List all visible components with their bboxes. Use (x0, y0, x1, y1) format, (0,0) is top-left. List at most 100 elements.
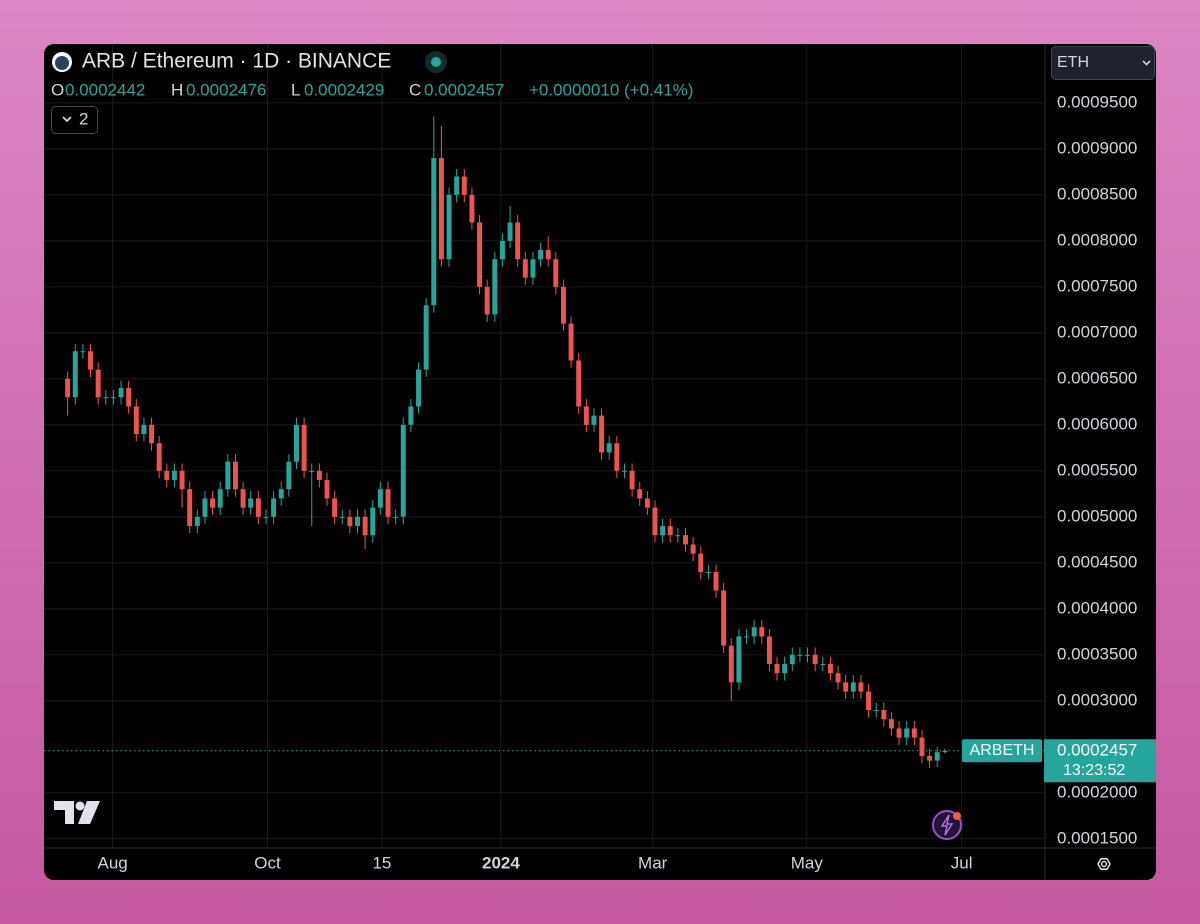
candle-body (805, 654, 811, 656)
candle-body (408, 406, 414, 425)
candle-body (934, 752, 940, 761)
symbol-tag-label: ARBETH (970, 742, 1035, 759)
candle-body (797, 654, 803, 656)
candle-body (232, 461, 238, 490)
candle-body (904, 728, 910, 738)
candle-body (255, 498, 261, 517)
candle-body (469, 194, 475, 223)
candle-body (164, 470, 170, 481)
y-tick-label: 0.0007500 (1057, 276, 1137, 295)
candle-body (637, 489, 643, 499)
ohlc-letter: L (291, 80, 300, 99)
select-frame[interactable] (1051, 46, 1155, 80)
y-tick-label: 0.0008500 (1057, 184, 1137, 203)
candle-body (187, 489, 193, 527)
candle-body (698, 553, 704, 573)
x-tick-label: 2024 (482, 853, 520, 872)
candle-body (141, 424, 147, 435)
candle-body (355, 516, 360, 527)
candle-body (667, 526, 673, 536)
candle-body (660, 526, 666, 536)
y-tick-label: 0.0005000 (1057, 506, 1137, 525)
logo-part (75, 801, 85, 811)
currency-select[interactable]: ETH (1051, 46, 1155, 80)
y-tick-label: 0.0004500 (1057, 552, 1137, 571)
last-price: ARBETH 0.0002457 13:23:52 (44, 739, 1156, 783)
candle-body (248, 498, 254, 508)
candle-body (65, 378, 71, 398)
candle-body (705, 572, 711, 574)
chevron-icon (62, 116, 72, 123)
window-background (44, 44, 1156, 880)
candle-body (362, 516, 368, 536)
candle-body (271, 498, 277, 517)
countdown: 13:23:52 (1063, 762, 1125, 779)
candle-body (675, 535, 681, 537)
ohlc-letter: H (171, 80, 183, 99)
button-frame[interactable] (51, 106, 98, 134)
candle-body (843, 682, 849, 692)
candle-body (202, 498, 208, 517)
candle-body (499, 240, 505, 260)
candle-body (332, 498, 338, 517)
candle-body (126, 388, 132, 407)
y-tick-label: 0.0009500 (1057, 92, 1137, 111)
candle-body (789, 654, 795, 665)
candle-body (278, 489, 284, 499)
y-tick-label: 0.0006000 (1057, 414, 1137, 433)
candle-body (400, 424, 406, 517)
candles (65, 116, 948, 768)
candle-body (370, 507, 376, 536)
candle-body (827, 664, 833, 674)
settings-button[interactable] (1097, 858, 1111, 870)
candle-body (263, 516, 269, 518)
ohlc-value: 0.0002429 (304, 80, 384, 99)
candle-body (301, 424, 307, 471)
time-axis: Aug Oct 15 2024 Mar May Jul (98, 853, 973, 872)
candle-body (812, 654, 818, 665)
brand-logo (54, 801, 100, 824)
candle-body (377, 489, 383, 508)
candle-body (568, 323, 574, 361)
candle-body (416, 369, 422, 407)
candle-body (118, 388, 124, 398)
candle-body (721, 590, 727, 646)
candle-body (644, 498, 650, 508)
candle-body (210, 498, 216, 508)
candle-body (95, 369, 101, 398)
currency[interactable]: ETH (1057, 54, 1089, 71)
candle-body (919, 737, 925, 757)
logo-part (54, 801, 74, 824)
candle-body (431, 158, 437, 306)
candle-body (217, 489, 223, 508)
candle-body (286, 461, 292, 490)
candle-body (347, 516, 353, 527)
y-tick-label: 0.0004000 (1057, 598, 1137, 617)
candle-body (911, 728, 917, 738)
candle-body (850, 682, 856, 692)
candle-body (614, 443, 620, 471)
candle-body (446, 194, 452, 260)
price-tag (1044, 739, 1156, 783)
chevron-icon (1142, 60, 1151, 66)
y-tick-label: 0.0008000 (1057, 230, 1137, 249)
alerts-button[interactable] (932, 810, 962, 840)
candle-body (683, 535, 688, 545)
candle-body (103, 397, 109, 399)
candle-body (751, 627, 757, 637)
candle-body (621, 470, 627, 472)
indicators-toggle[interactable]: 2 (51, 106, 98, 134)
chart-title[interactable]: ARB / Ethereum · 1D · BINANCE (82, 50, 391, 73)
candle-body (736, 636, 742, 683)
x-tick-label: Oct (254, 853, 281, 872)
indicator-count[interactable]: 2 (79, 109, 88, 128)
ohlc-value: 0.0002457 (424, 80, 504, 99)
settings-icon (1100, 860, 1108, 868)
candle-body (583, 406, 589, 425)
y-tick-label: 0.0005500 (1057, 460, 1137, 479)
candle-body (530, 259, 536, 278)
candle-body (72, 351, 78, 398)
settings-icon[interactable] (1097, 858, 1111, 870)
x-tick-label: Aug (98, 853, 128, 872)
